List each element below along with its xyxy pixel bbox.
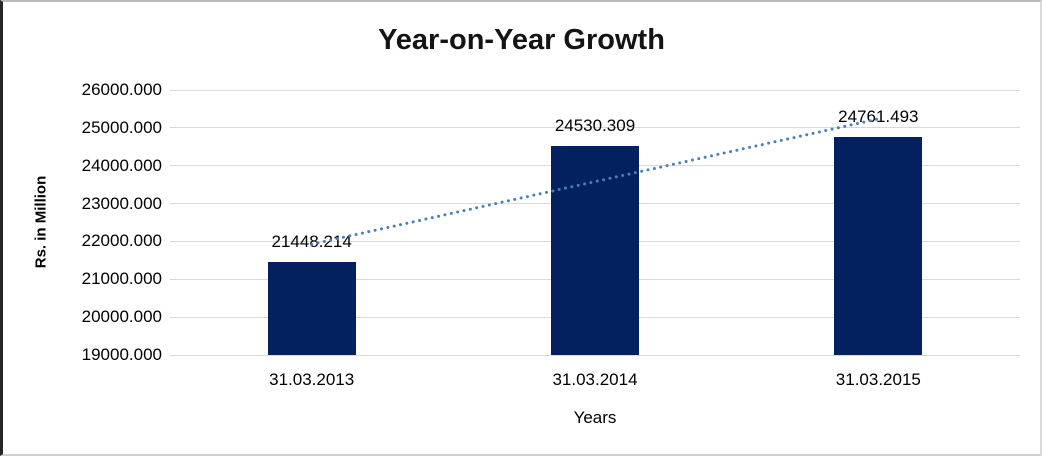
- gridline: [170, 89, 1020, 91]
- y-tick-label: 21000.000: [81, 269, 162, 289]
- bar: [551, 145, 639, 355]
- bar: [267, 262, 356, 355]
- x-axis-title: Years: [573, 408, 617, 427]
- x-tick-label: 31.03.2014: [552, 370, 638, 389]
- y-tick-label: 20000.000: [81, 307, 162, 327]
- y-tick-label: 22000.000: [81, 231, 162, 251]
- bar-value-label: 24761.493: [838, 106, 919, 126]
- y-tick-label: 25000.000: [81, 117, 162, 137]
- bar: [834, 136, 923, 355]
- bar-value-label: 24530.309: [554, 115, 636, 135]
- y-tick-label: 26000.000: [81, 80, 162, 99]
- chart-title: Year-on-Year Growth: [378, 24, 665, 56]
- x-tick-label: 31.03.2015: [835, 370, 921, 389]
- y-tick-label: 19000.000: [81, 345, 162, 364]
- y-tick-label: 23000.000: [81, 193, 162, 213]
- x-tick-label: 31.03.2013: [269, 370, 355, 389]
- y-tick-label: 24000.000: [81, 155, 162, 175]
- y-axis-title: Rs. in Million: [32, 175, 50, 269]
- bar-value-label: 21448.214: [271, 232, 352, 252]
- gridline: [170, 354, 1020, 356]
